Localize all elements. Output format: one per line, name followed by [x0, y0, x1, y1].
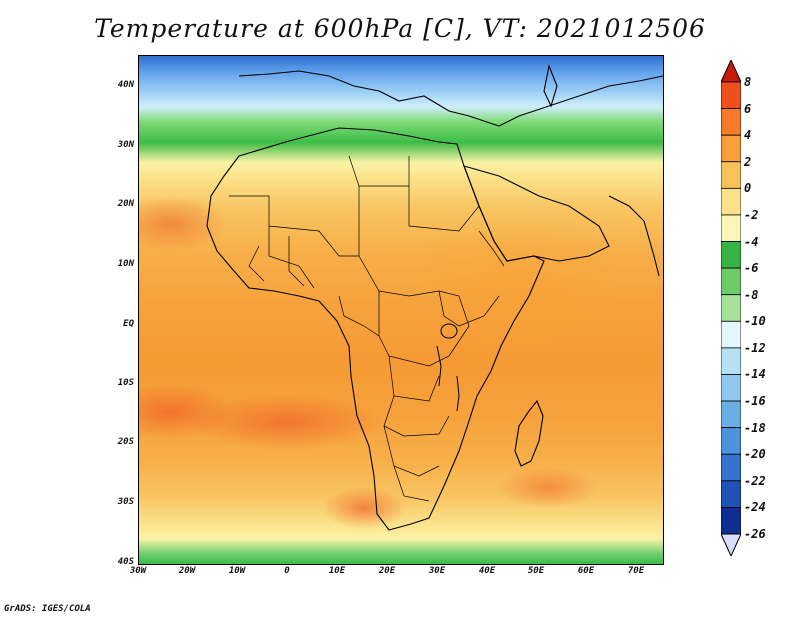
colorbar-swatch	[721, 214, 741, 242]
border-line	[229, 155, 360, 257]
colorbar-label: 4	[744, 128, 752, 143]
colorbar-swatch	[721, 241, 741, 269]
lon-tick: 20E	[378, 566, 396, 576]
colorbar-swatch	[721, 507, 741, 535]
colorbar-label: -2	[744, 207, 759, 222]
caspian-coastline	[543, 64, 558, 108]
colorbar-under-triangle	[721, 533, 741, 556]
lat-tick: 40S	[117, 557, 134, 567]
lat-tick: 10N	[117, 259, 134, 269]
border-line	[358, 255, 470, 327]
lon-tick: 0	[284, 566, 290, 576]
border-line	[383, 395, 450, 437]
border-line	[288, 236, 305, 287]
colorbar-label: 2	[744, 154, 752, 169]
border-line	[478, 230, 505, 267]
colorbar-label: -10	[744, 314, 766, 329]
colorbar-label: -24	[744, 500, 766, 515]
madagascar-coastline	[514, 399, 544, 467]
lon-tick: 10W	[228, 566, 246, 576]
colorbar-swatch	[721, 374, 741, 402]
colorbar-label: -4	[744, 234, 759, 249]
europe-coastline	[238, 70, 663, 127]
colorbar-swatch	[721, 81, 741, 109]
lat-tick: EQ	[123, 319, 134, 329]
border-line	[268, 226, 315, 289]
lat-tick: 40N	[117, 80, 134, 90]
colorbar-label: -20	[744, 447, 766, 462]
colorbar-label: -22	[744, 473, 766, 488]
colorbar-swatch	[721, 161, 741, 189]
colorbar-swatch	[721, 427, 741, 455]
colorbar-swatch	[721, 400, 741, 429]
lat-tick: 20S	[117, 437, 134, 447]
colorbar-label: 6	[744, 101, 752, 116]
arabia-coastline	[463, 165, 610, 262]
lat-tick: 10S	[117, 378, 134, 388]
colorbar-label: -12	[744, 340, 766, 355]
lon-tick: 30E	[428, 566, 446, 576]
colorbar	[721, 60, 741, 556]
lon-tick: 70E	[627, 566, 645, 576]
colorbar-label: 8	[744, 75, 752, 89]
colorbar-swatch	[721, 267, 741, 296]
border-line	[248, 245, 265, 282]
colorbar-swatch	[721, 108, 741, 136]
lon-tick: 40E	[478, 566, 496, 576]
temperature-map	[138, 55, 664, 565]
colorbar-swatch	[721, 187, 741, 216]
map-title: Temperature at 600hPa [C], VT: 202101250…	[94, 14, 706, 43]
border-line	[393, 465, 430, 502]
lat-tick: 30N	[117, 140, 134, 150]
colorbar-label: -26	[744, 527, 766, 541]
border-line	[388, 355, 440, 402]
colorbar-swatch	[721, 320, 741, 349]
india-coastline	[608, 195, 660, 277]
colorbar-swatch	[721, 347, 741, 375]
colorbar-swatch	[721, 480, 741, 508]
lon-tick: 20W	[178, 566, 196, 576]
border-line	[359, 156, 410, 187]
lon-tick: 10E	[328, 566, 346, 576]
colorbar-label: -14	[744, 367, 766, 382]
colorbar-swatch	[721, 294, 741, 322]
lon-tick: 30W	[129, 566, 147, 576]
lon-tick: 60E	[577, 566, 595, 576]
lat-tick: 20N	[117, 199, 134, 209]
border-line	[338, 295, 380, 337]
lon-tick: 50E	[527, 566, 545, 576]
colorbar-label: 0	[744, 181, 752, 196]
lake-malawi	[456, 375, 460, 412]
lat-tick: 30S	[117, 497, 134, 507]
border-line	[438, 290, 500, 327]
colorbar-label: -6	[744, 261, 759, 276]
lake-tanganyika	[436, 345, 442, 387]
africa-coastline	[206, 127, 545, 531]
coastlines	[206, 64, 663, 531]
colorbar-over-triangle	[721, 60, 741, 83]
colorbar-swatch	[721, 134, 741, 163]
colorbar-label: -8	[744, 287, 759, 302]
grads-credit: GrADS: IGES/COLA	[4, 604, 91, 614]
border-line	[408, 186, 480, 232]
colorbar-swatch	[721, 453, 741, 482]
border-line	[383, 425, 440, 477]
colorbar-label: -18	[744, 420, 766, 435]
border-line	[378, 291, 470, 367]
colorbar-label: -16	[744, 394, 766, 409]
lake-victoria	[440, 323, 458, 339]
